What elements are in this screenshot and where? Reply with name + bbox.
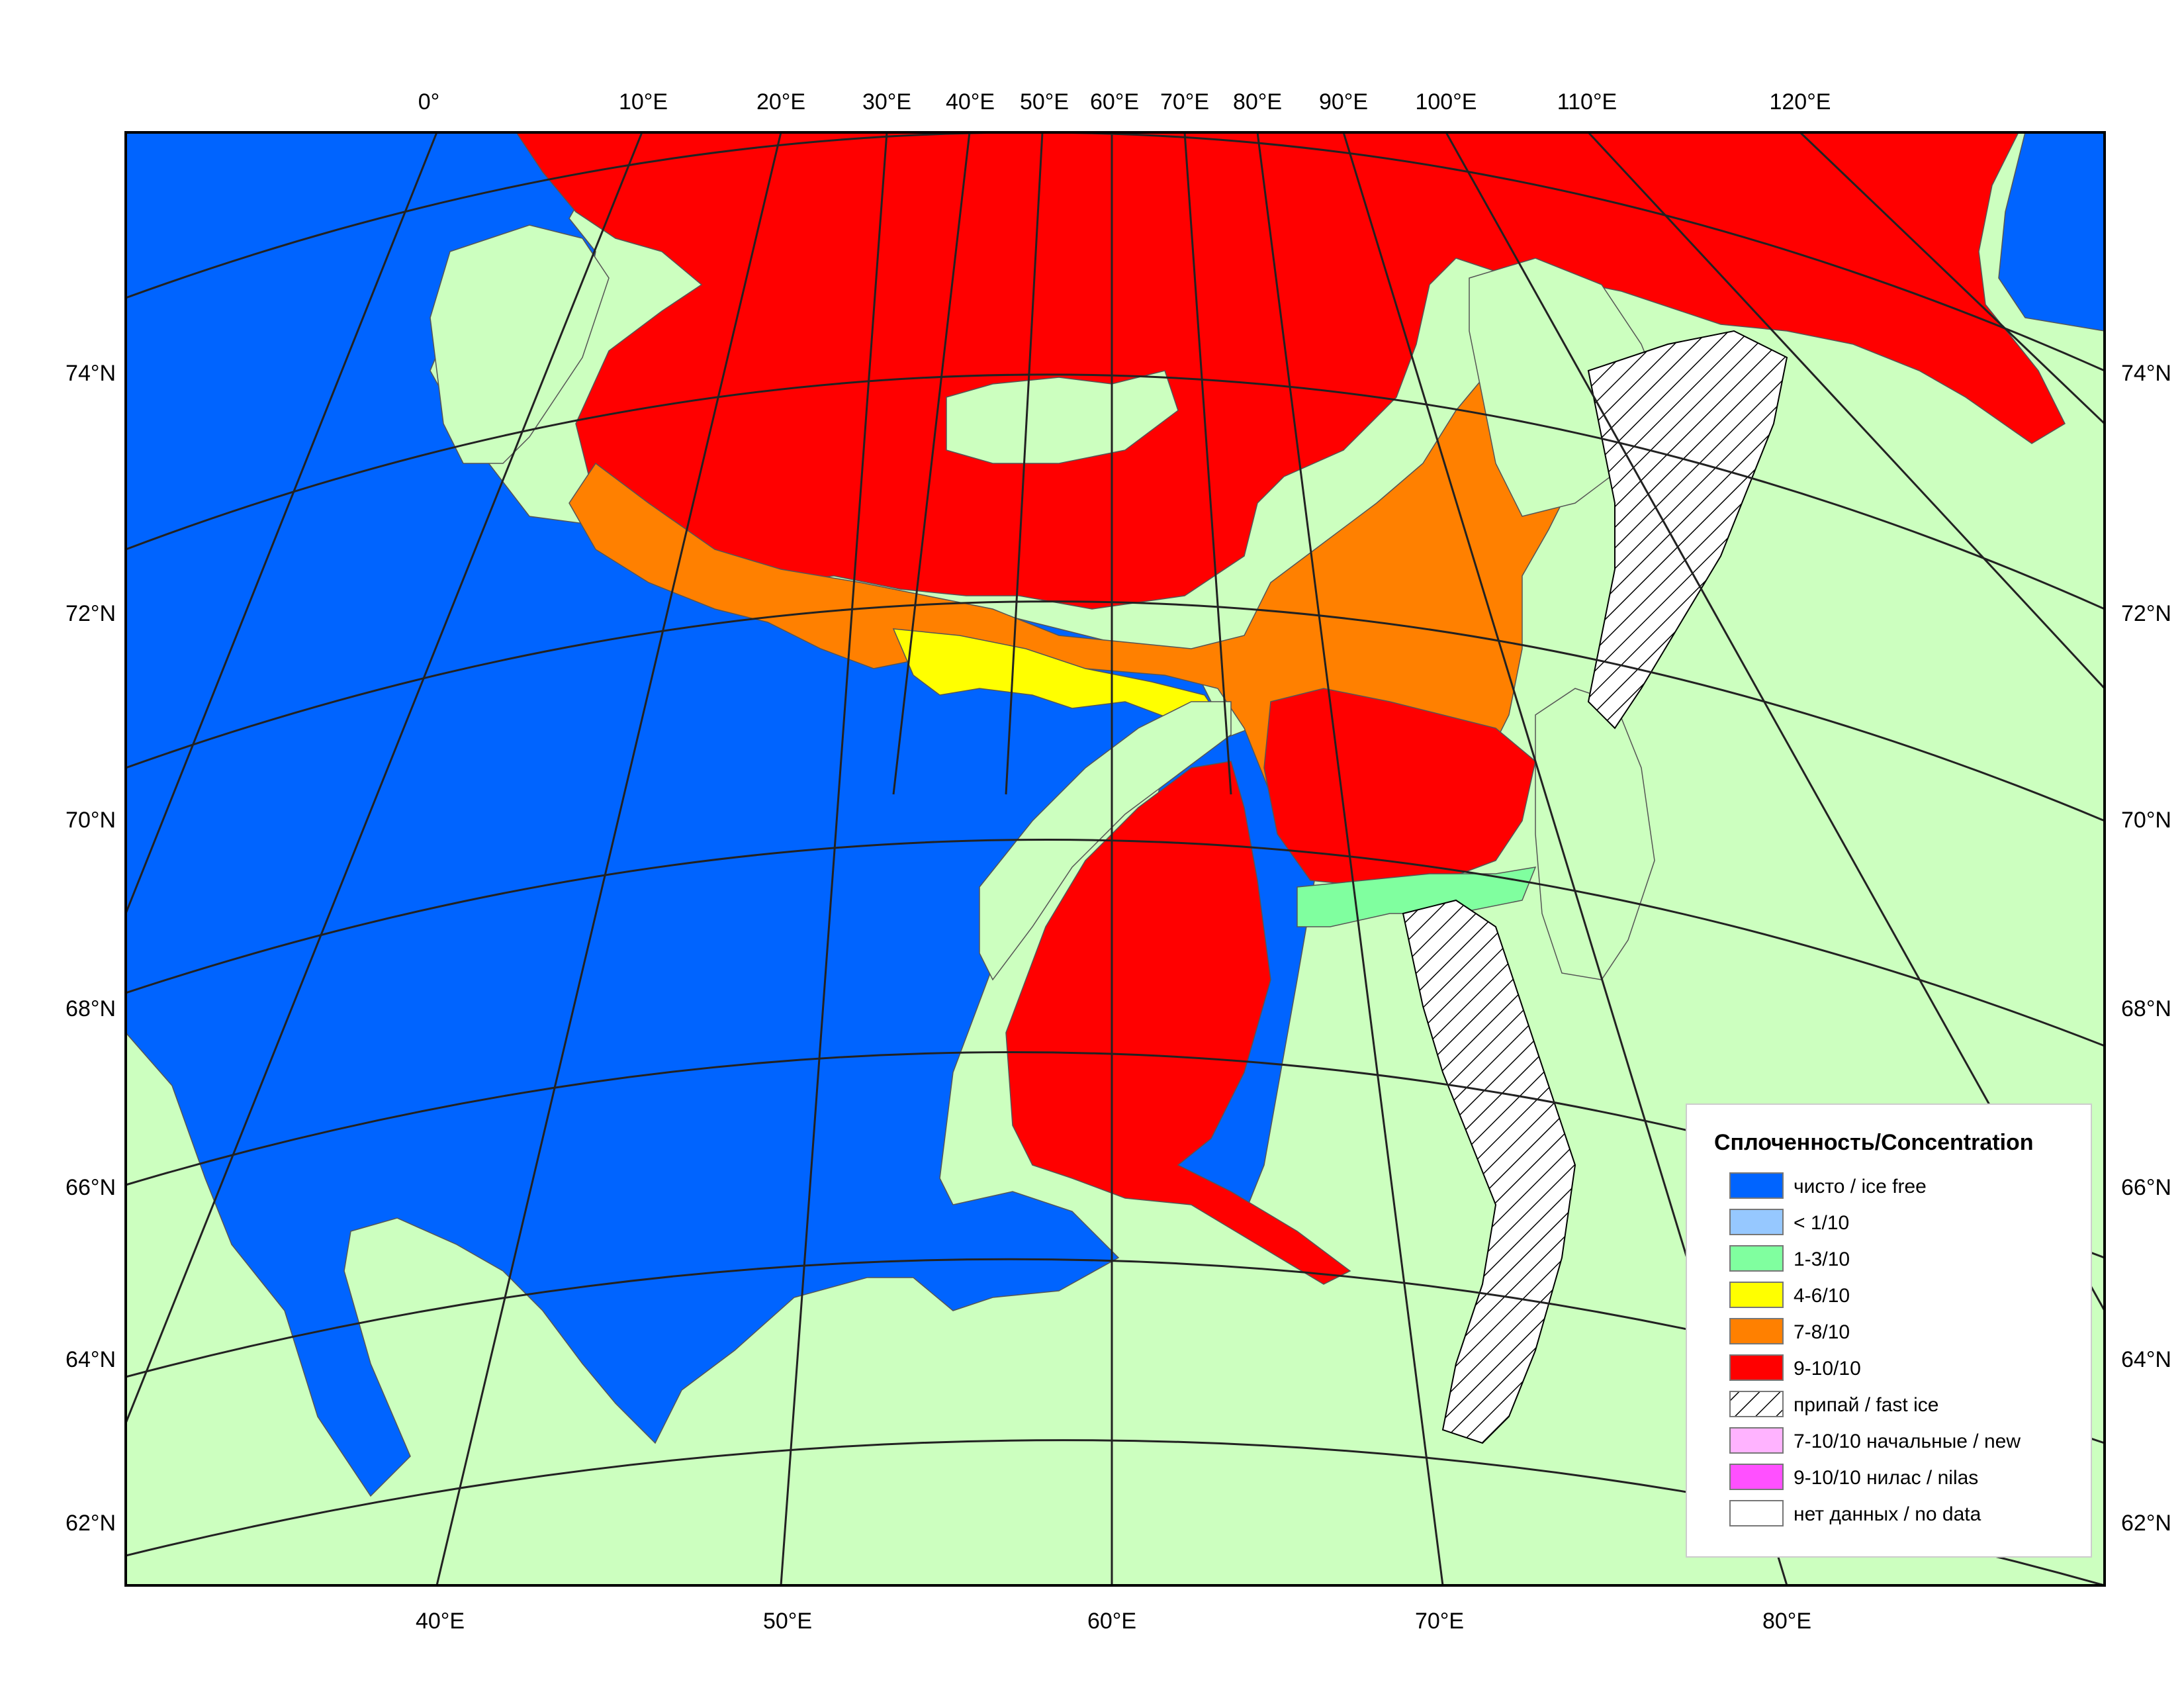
legend-item: чисто / ice free xyxy=(1729,1172,1927,1199)
open-water-northeast xyxy=(1998,132,2105,332)
legend-swatch xyxy=(1729,1318,1784,1344)
lat-label-left: 72°N xyxy=(66,601,116,626)
legend-label: 9-10/10 нилас / nilas xyxy=(1794,1467,1978,1489)
lat-label-right: 66°N xyxy=(2121,1175,2171,1200)
lat-label-right: 72°N xyxy=(2121,601,2171,626)
lon-label-top: 100°E xyxy=(1415,89,1477,115)
legend-item: 7-8/10 xyxy=(1729,1318,1850,1344)
lon-label-top: 120°E xyxy=(1769,89,1831,115)
lat-label-left: 68°N xyxy=(66,996,116,1021)
lon-label-bottom: 40°E xyxy=(416,1609,465,1634)
map-frame xyxy=(124,131,2106,1587)
legend-label: 4-6/10 xyxy=(1794,1285,1850,1307)
lat-label-right: 74°N xyxy=(2121,361,2171,386)
lat-label-left: 62°N xyxy=(66,1511,116,1536)
legend-item: 7-10/10 начальные / new xyxy=(1729,1427,2021,1454)
legend-label: 7-8/10 xyxy=(1794,1321,1850,1343)
legend-swatch xyxy=(1729,1354,1784,1381)
lat-label-left: 64°N xyxy=(66,1347,116,1372)
legend-item: 4-6/10 xyxy=(1729,1282,1850,1308)
legend-item: 9-10/10 xyxy=(1729,1354,1861,1381)
legend-swatch xyxy=(1729,1172,1784,1199)
lat-label-left: 70°N xyxy=(66,808,116,833)
lon-label-top: 40°E xyxy=(946,89,995,115)
lat-label-right: 68°N xyxy=(2121,996,2171,1021)
novaya-zemlya xyxy=(979,701,1232,981)
legend-label: нет данных / no data xyxy=(1794,1503,1981,1525)
legend-swatch xyxy=(1729,1464,1784,1490)
legend-label: 1-3/10 xyxy=(1794,1248,1850,1270)
legend-label: припай / fast ice xyxy=(1794,1394,1938,1416)
legend-label: < 1/10 xyxy=(1794,1212,1849,1234)
legend: Сплоченность/Concentration чисто / ice f… xyxy=(1686,1103,2092,1558)
legend-swatch xyxy=(1729,1500,1784,1526)
svalbard xyxy=(430,224,610,464)
lon-label-top: 60°E xyxy=(1090,89,1139,115)
legend-swatch xyxy=(1729,1391,1784,1417)
legend-title: Сплоченность/Concentration xyxy=(1714,1130,2034,1155)
ice-9-10-kara xyxy=(1263,688,1536,888)
legend-swatch xyxy=(1729,1245,1784,1272)
legend-item: 9-10/10 нилас / nilas xyxy=(1729,1464,1978,1490)
legend-item: нет данных / no data xyxy=(1729,1500,1981,1526)
fast-ice-ob xyxy=(1402,899,1576,1444)
legend-label: 7-10/10 начальные / new xyxy=(1794,1430,2021,1452)
bottom-longitude-labels: 40°E 50°E 60°E 70°E 80°E xyxy=(416,1609,1811,1634)
lon-label-top: 70°E xyxy=(1160,89,1209,115)
right-latitude-labels: 74°N 72°N 70°N 68°N 66°N 64°N 62°N xyxy=(2121,361,2171,1536)
left-latitude-labels: 74°N 72°N 70°N 68°N 66°N 64°N 62°N xyxy=(66,361,116,1536)
lon-label-bottom: 80°E xyxy=(1762,1609,1811,1634)
lon-label-bottom: 60°E xyxy=(1087,1609,1136,1634)
ice-9-10-pechora xyxy=(1005,761,1351,1285)
legend-swatch xyxy=(1729,1427,1784,1454)
lon-label-top: 80°E xyxy=(1233,89,1282,115)
lat-label-left: 74°N xyxy=(66,361,116,386)
franz-josef-land xyxy=(946,370,1179,464)
legend-swatch xyxy=(1729,1282,1784,1308)
lon-label-top: 90°E xyxy=(1319,89,1368,115)
top-longitude-labels: 0° 10°E 20°E 30°E 40°E 50°E 60°E 70°E 80… xyxy=(418,89,1831,115)
legend-swatch xyxy=(1729,1209,1784,1235)
lon-label-top: 30°E xyxy=(862,89,911,115)
lon-label-top: 20°E xyxy=(756,89,805,115)
fast-ice-east xyxy=(1587,330,1788,729)
lon-label-top: 50°E xyxy=(1020,89,1069,115)
legend-item: припай / fast ice xyxy=(1729,1391,1938,1417)
lat-label-right: 62°N xyxy=(2121,1511,2171,1536)
legend-label: 9-10/10 xyxy=(1794,1358,1861,1380)
lon-label-top: 110°E xyxy=(1557,89,1617,115)
ice-9-10-arctic xyxy=(516,132,2066,610)
legend-label: чисто / ice free xyxy=(1794,1176,1927,1197)
lon-label-top: 10°E xyxy=(619,89,668,115)
lon-label-bottom: 70°E xyxy=(1415,1609,1464,1634)
lat-label-right: 64°N xyxy=(2121,1347,2171,1372)
lat-label-left: 66°N xyxy=(66,1175,116,1200)
lon-label-top: 0° xyxy=(418,89,440,115)
legend-item: < 1/10 xyxy=(1729,1209,1849,1235)
lat-label-right: 70°N xyxy=(2121,808,2171,833)
legend-item: 1-3/10 xyxy=(1729,1245,1850,1272)
lon-label-bottom: 50°E xyxy=(763,1609,812,1634)
